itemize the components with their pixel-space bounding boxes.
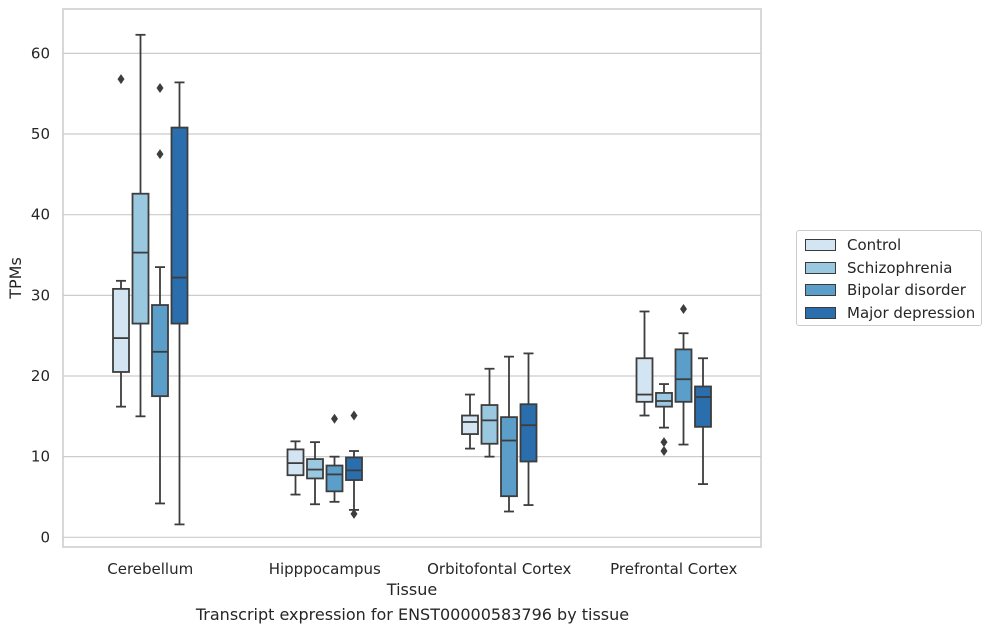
iqr-box — [461, 414, 479, 435]
box-elements — [112, 33, 712, 526]
legend-label: Bipolar disorder — [847, 281, 966, 299]
legend-label: Schizophrenia — [847, 258, 953, 277]
box-3-1 — [655, 383, 673, 457]
iqr-box — [694, 385, 712, 428]
box-3-0 — [635, 310, 654, 417]
iqr-box — [500, 416, 518, 498]
legend-item: Major depression — [805, 303, 975, 323]
box-1-2 — [325, 413, 344, 503]
box-2-2 — [500, 355, 518, 513]
iqr-box — [325, 464, 344, 493]
outlier-point — [680, 304, 687, 315]
legend-item: Schizophrenia — [805, 258, 952, 278]
box-0-1 — [131, 33, 150, 418]
plot-frame — [62, 8, 762, 548]
y-axis-label: TPMs — [6, 257, 25, 300]
iqr-box — [635, 357, 654, 403]
outlier-point — [660, 437, 668, 448]
grid-lines — [63, 52, 761, 538]
y-tick-label: 30 — [31, 286, 50, 304]
x-tick-labels: Cerebellum Hipppocampus Orbitofontal Corte… — [107, 560, 737, 578]
box-0-3 — [170, 81, 189, 526]
box-1-0 — [286, 440, 305, 496]
box-2-0 — [461, 393, 479, 450]
box-0-0 — [112, 74, 130, 408]
legend-swatch — [805, 284, 836, 296]
box-1-3 — [345, 410, 363, 519]
iqr-box — [519, 403, 538, 463]
iqr-box — [674, 348, 693, 403]
legend: Control Schizophrenia Bipolar disorder Majo… — [796, 230, 982, 326]
x-tick-label: Cerebellum — [107, 560, 193, 578]
iqr-box — [131, 192, 150, 325]
legend-item: Control — [805, 235, 901, 255]
y-tick-label: 60 — [31, 44, 50, 62]
outlier-point — [331, 413, 338, 424]
outlier-point — [156, 149, 164, 160]
box-3-2 — [674, 304, 693, 446]
iqr-box — [655, 392, 673, 408]
outlier-point — [350, 410, 358, 421]
outlier-point — [660, 446, 668, 457]
x-tick-label: Hipppocampus — [269, 560, 381, 578]
y-tick-label: 0 — [40, 528, 50, 546]
legend-label: Control — [847, 236, 902, 254]
legend-swatch — [805, 239, 836, 251]
box-0-2 — [151, 83, 169, 505]
box-3-3 — [694, 357, 712, 485]
outlier-point — [350, 508, 358, 519]
box-2-1 — [480, 367, 499, 458]
iqr-box — [112, 287, 130, 373]
iqr-box — [480, 404, 499, 445]
box-1-1 — [306, 441, 324, 506]
y-tick-label: 10 — [31, 448, 50, 466]
x-tick-label: Orbitofontal Cortex — [427, 560, 571, 578]
legend-swatch — [805, 261, 836, 274]
legend-label: Major depression — [847, 303, 976, 322]
y-tick-label: 40 — [31, 206, 50, 224]
y-tick-labels: 0 10 20 30 40 50 60 — [31, 44, 50, 546]
x-axis-label: Tissue — [386, 580, 437, 599]
x-tick-label: Prefrontal Cortex — [610, 560, 737, 578]
legend-item: Bipolar disorder — [805, 280, 966, 300]
iqr-box — [345, 456, 363, 481]
outlier-point — [117, 74, 125, 85]
iqr-box — [151, 304, 169, 398]
iqr-box — [170, 126, 189, 325]
outlier-point — [156, 83, 164, 94]
y-tick-label: 50 — [31, 125, 50, 143]
chart-caption: Transcript expression for ENST0000058379… — [195, 605, 630, 624]
y-tick-label: 20 — [31, 367, 50, 385]
box-2-3 — [519, 352, 538, 506]
legend-swatch — [805, 306, 836, 319]
